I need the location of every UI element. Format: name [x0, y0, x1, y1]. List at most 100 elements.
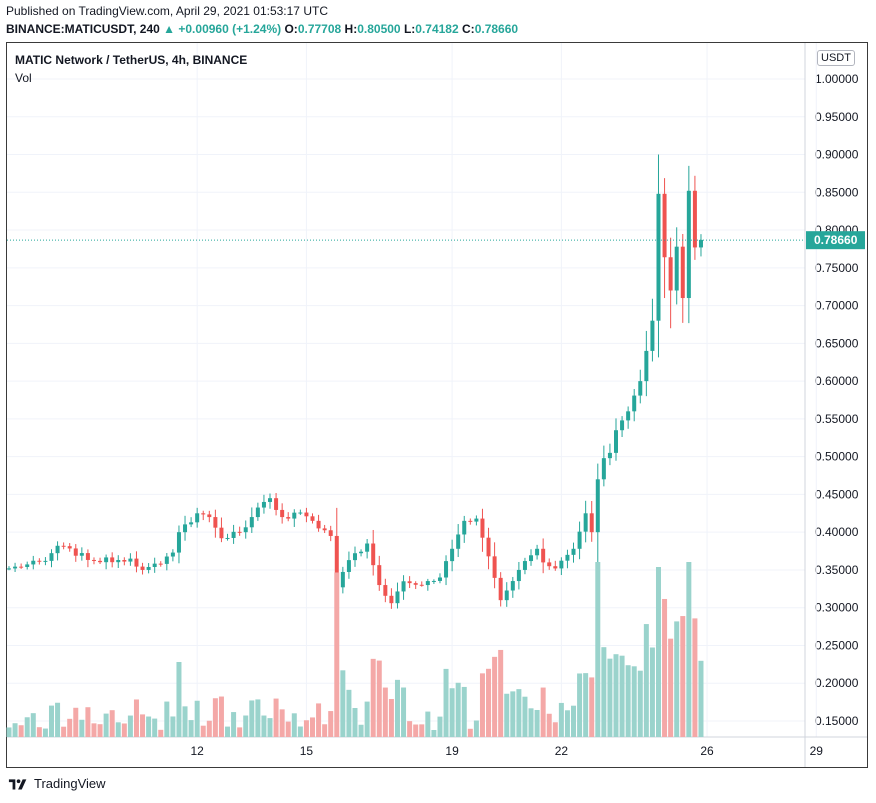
volume-bar	[91, 723, 97, 737]
symbol-label: BINANCE:MATICUSDT, 240	[6, 22, 160, 36]
candle-body	[456, 534, 461, 549]
candle-body	[310, 516, 315, 521]
candle-body	[152, 563, 157, 568]
volume-bar	[340, 670, 346, 737]
y-axis-tick-label: 0.30000	[815, 601, 859, 615]
candle-body	[140, 566, 145, 570]
volume-bar	[698, 660, 704, 737]
y-axis-tick-label: 0.85000	[815, 185, 859, 199]
x-axis-tick-label: 22	[555, 744, 569, 758]
volume-bar	[103, 713, 109, 737]
candle-body	[462, 520, 467, 535]
y-axis-tick-label: 0.65000	[815, 336, 859, 350]
volume-bar	[516, 689, 522, 737]
candle-body	[316, 520, 321, 529]
candle-body	[201, 513, 206, 515]
volume-bar	[303, 720, 309, 737]
volume-bar	[322, 724, 328, 737]
volume-bar	[267, 718, 273, 737]
candle-body	[67, 546, 72, 549]
volume-bar	[291, 713, 297, 737]
volume-bar	[146, 716, 152, 737]
volume-bar	[200, 725, 206, 737]
candle-body	[583, 513, 588, 532]
high-label: H:	[344, 22, 358, 36]
candle-body	[249, 517, 254, 528]
volume-bar	[467, 728, 473, 737]
candle-body	[498, 577, 503, 601]
volume-bar	[152, 718, 158, 737]
y-axis-tick-label: 0.25000	[815, 638, 859, 652]
currency-badge[interactable]: USDT	[817, 50, 855, 66]
volume-bar	[643, 624, 649, 737]
x-axis-tick-label: 12	[190, 744, 204, 758]
volume-bar	[225, 726, 231, 737]
volume-bar	[285, 721, 291, 737]
candle-body	[219, 527, 224, 539]
x-axis-tick-label: 29	[810, 744, 824, 758]
candle-body	[292, 512, 297, 519]
candle-body	[225, 537, 230, 539]
y-axis-tick-label: 0.90000	[815, 148, 859, 162]
candle-body	[383, 585, 388, 596]
candle-body	[79, 553, 84, 556]
volume-bar	[461, 686, 467, 737]
candle-body	[134, 558, 139, 567]
volume-bar	[571, 705, 577, 737]
volume-bar	[680, 616, 686, 737]
volume-bar	[419, 724, 425, 737]
chart-frame[interactable]	[6, 42, 868, 768]
volume-bar	[425, 711, 431, 737]
volume-bar	[273, 698, 279, 737]
volume-bar	[394, 679, 400, 737]
candle-body	[668, 257, 673, 291]
volume-bar	[674, 621, 680, 737]
candle-body	[413, 583, 418, 585]
candle-body	[98, 560, 103, 563]
candle-body	[474, 518, 479, 522]
low-label: L:	[403, 22, 416, 36]
candle-body	[553, 566, 558, 569]
volume-bar	[686, 562, 692, 737]
volume-bar	[401, 687, 407, 737]
candle-body	[91, 559, 96, 561]
candle-body	[237, 531, 242, 533]
candle-body	[286, 517, 291, 519]
candle-body	[55, 545, 60, 554]
candle-body	[674, 246, 679, 291]
candle-body	[692, 190, 697, 248]
y-axis-tick-label: 0.35000	[815, 563, 859, 577]
volume-bar	[97, 724, 103, 737]
y-axis-tick-label: 0.45000	[815, 487, 859, 501]
volume-bar	[473, 720, 479, 737]
volume-bar	[243, 715, 249, 737]
candle-body	[243, 527, 248, 533]
volume-bar	[176, 661, 182, 737]
candle-body	[328, 530, 333, 536]
volume-bar	[528, 708, 534, 737]
volume-bar	[18, 725, 24, 737]
volume-bar	[170, 716, 176, 737]
volume-bar	[36, 727, 42, 737]
close-value: 0.78660	[474, 22, 519, 36]
y-axis-tick-label: 0.75000	[815, 261, 859, 275]
candle-body	[189, 522, 194, 525]
candle-body	[601, 458, 606, 480]
candle-body	[395, 591, 400, 604]
candle-body	[571, 548, 576, 555]
tradingview-brand: TradingView	[34, 776, 106, 791]
candle-body	[359, 551, 364, 554]
volume-bar	[662, 598, 668, 737]
chart-legend-title: MATIC Network / TetherUS, 4h, BINANCE	[15, 53, 248, 67]
candle-body	[195, 513, 200, 523]
volume-bar	[583, 673, 589, 737]
volume-bar	[6, 727, 12, 737]
candle-body	[128, 558, 133, 562]
volume-bar	[510, 691, 516, 737]
volume-bar	[255, 699, 261, 737]
volume-bar	[188, 720, 194, 737]
candle-body	[73, 548, 78, 556]
footer[interactable]: TradingView	[8, 776, 106, 791]
volume-bar	[407, 721, 413, 737]
